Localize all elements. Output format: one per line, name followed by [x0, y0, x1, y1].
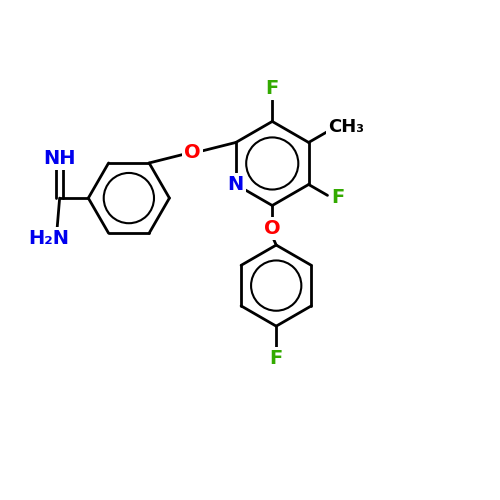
Text: N: N — [228, 175, 244, 194]
Text: F: F — [270, 350, 283, 368]
Text: H₂N: H₂N — [28, 229, 69, 248]
Text: F: F — [332, 188, 345, 208]
Text: CH₃: CH₃ — [328, 118, 364, 136]
Text: O: O — [184, 143, 201, 162]
Text: NH: NH — [44, 149, 76, 168]
Text: O: O — [264, 218, 280, 238]
Text: F: F — [266, 80, 279, 98]
